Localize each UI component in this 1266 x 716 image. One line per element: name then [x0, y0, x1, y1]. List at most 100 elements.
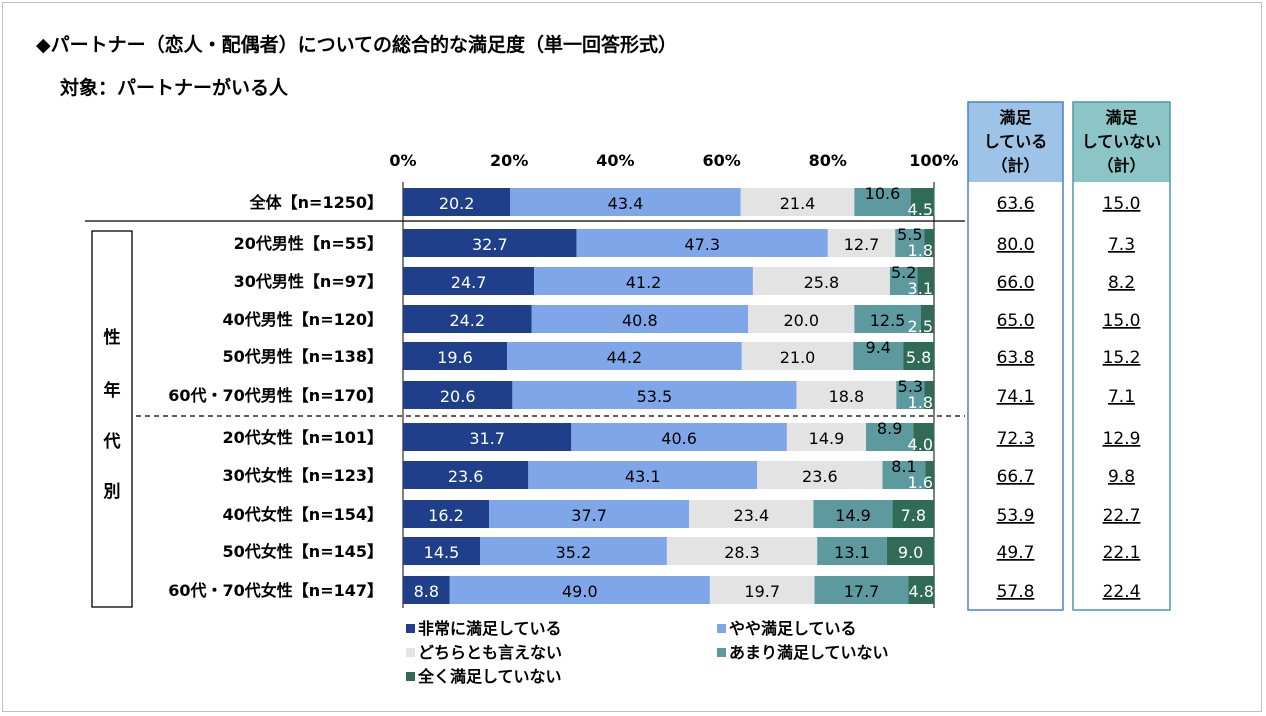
data-label: 35.2: [556, 543, 592, 562]
chart-subtitle: 対象：パートナーがいる人: [60, 77, 289, 99]
unsatisfied-value: 7.1: [1108, 387, 1135, 407]
data-label: 12.5: [870, 311, 906, 330]
satisfied-value: 57.8: [997, 582, 1035, 602]
bar-segment: [917, 267, 934, 295]
unsatisfied-header-line: （計）: [1097, 156, 1145, 175]
unsatisfied-value: 8.2: [1108, 273, 1135, 293]
data-label: 9.0: [898, 543, 923, 562]
bar-segment: [571, 423, 787, 451]
category-label: 30代女性【n=123】: [223, 466, 383, 485]
data-label: 41.2: [626, 273, 662, 292]
bar-segment: [449, 576, 710, 604]
bar-segment: [924, 229, 934, 257]
unsatisfied-header-line: していない: [1082, 132, 1162, 151]
data-label: 5.2: [891, 263, 916, 282]
bar-segment: [896, 381, 925, 409]
legend-label: あまり満足していない: [729, 643, 889, 662]
category-label: 30代男性【n=97】: [234, 272, 383, 291]
data-label: 24.2: [449, 311, 485, 330]
legend-label: やや満足している: [729, 619, 857, 638]
data-label: 7.8: [901, 506, 926, 525]
unsatisfied-value: 15.0: [1103, 311, 1141, 331]
bar-segment: [534, 267, 753, 295]
data-label: 1.8: [908, 393, 933, 412]
satisfied-header-line: 満足: [999, 108, 1032, 127]
bar-segment: [892, 500, 934, 528]
group-label-char: 年: [104, 380, 121, 401]
satisfied-header-line: している: [984, 132, 1048, 151]
x-tick-label: 60%: [702, 151, 740, 170]
bar-segment: [752, 267, 890, 295]
category-label: 50代女性【n=145】: [223, 542, 383, 561]
data-label: 18.8: [829, 387, 865, 406]
data-label: 20.6: [440, 387, 476, 406]
data-label: 49.0: [562, 582, 598, 601]
data-label: 19.7: [744, 582, 780, 601]
satisfied-header-line: （計）: [991, 156, 1039, 175]
bar-segment: [913, 423, 935, 451]
data-label: 5.8: [906, 348, 931, 367]
legend-swatch: [406, 648, 415, 657]
bar-segment: [854, 188, 911, 216]
bar-segment: [403, 500, 490, 528]
satisfied-box: [967, 101, 1064, 611]
bar-segment: [854, 305, 921, 333]
category-label: 50代男性【n=138】: [223, 347, 383, 366]
legend-label: どちらとも言えない: [418, 643, 562, 662]
data-label: 43.4: [608, 194, 644, 213]
bar-segment: [510, 188, 741, 216]
bar-segment: [512, 381, 797, 409]
unsatisfied-value: 15.0: [1103, 194, 1141, 214]
data-label: 10.6: [865, 184, 901, 203]
bar-segment: [489, 500, 690, 528]
satisfied-value: 80.0: [997, 235, 1035, 255]
data-label: 20.0: [783, 311, 819, 330]
unsatisfied-value: 7.3: [1108, 235, 1135, 255]
bar-segment: [886, 537, 935, 565]
legend-swatch: [717, 624, 726, 633]
satisfied-value: 65.0: [997, 311, 1035, 331]
group-label-char: 代: [103, 431, 121, 452]
data-label: 13.1: [834, 543, 870, 562]
bar-segment: [882, 461, 926, 489]
bar-segment: [827, 229, 896, 257]
data-label: 43.1: [625, 467, 661, 486]
data-label: 19.6: [437, 348, 473, 367]
bar-segment: [895, 229, 925, 257]
bar-segment: [908, 576, 934, 604]
data-label: 5.3: [898, 377, 923, 396]
bar-segment: [910, 188, 935, 216]
data-label: 14.9: [809, 429, 845, 448]
bar-segment: [403, 423, 572, 451]
data-label: 53.5: [637, 387, 673, 406]
bar-segment: [853, 342, 904, 370]
unsatisfied-value: 22.7: [1103, 506, 1141, 526]
bar-segment: [786, 423, 867, 451]
bar-segment: [403, 461, 529, 489]
bar-segment: [814, 576, 909, 604]
data-label: 3.1: [908, 279, 933, 298]
bar-segment: [925, 461, 934, 489]
category-label: 40代女性【n=154】: [223, 505, 383, 524]
legend-swatch: [717, 648, 726, 657]
group-label-char: 別: [103, 482, 121, 502]
bar-segment: [403, 188, 511, 216]
bar-segment: [920, 305, 934, 333]
bar-segment: [576, 229, 828, 257]
data-label: 25.8: [804, 273, 840, 292]
bar-segment: [748, 305, 855, 333]
data-label: 14.5: [424, 543, 460, 562]
data-label: 4.0: [908, 435, 933, 454]
bar-segment: [866, 423, 914, 451]
bar-segment: [903, 342, 934, 370]
data-label: 8.8: [414, 582, 439, 601]
data-label: 21.4: [780, 194, 816, 213]
unsatisfied-header-line: 満足: [1105, 108, 1138, 127]
legend-swatch: [406, 672, 415, 681]
data-label: 23.6: [802, 467, 838, 486]
data-label: 1.8: [908, 241, 933, 260]
group-label-box: [91, 230, 133, 608]
bar-segment: [403, 305, 532, 333]
category-label: 40代男性【n=120】: [223, 310, 383, 329]
